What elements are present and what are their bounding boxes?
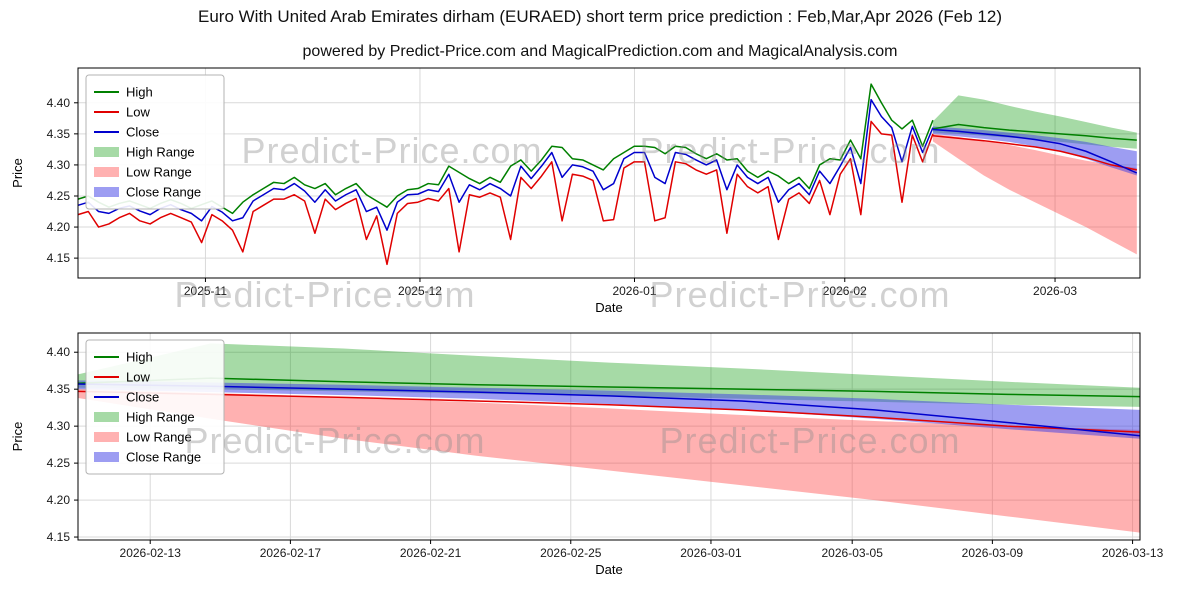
y-axis-label: Price (10, 158, 25, 188)
y-tick-label: 4.40 (47, 345, 71, 359)
y-tick-label: 4.15 (47, 251, 71, 265)
close-history-line (77, 98, 934, 231)
legend-label: Close (126, 125, 159, 140)
legend-swatch-low-range (94, 432, 119, 442)
low-history-line (77, 120, 934, 266)
x-tick-label: 2026-02-13 (120, 546, 182, 560)
y-tick-label: 4.40 (47, 96, 71, 110)
y-tick-label: 4.20 (47, 493, 71, 507)
y-tick-label: 4.25 (47, 189, 71, 203)
plot-border (77, 332, 1141, 541)
x-tick-label: 2025-11 (184, 284, 227, 298)
x-axis-label: Date (595, 300, 622, 315)
legend-swatch-close-range (94, 452, 119, 462)
x-tick-label: 2026-02-25 (540, 546, 602, 560)
legend-label: Low Range (126, 430, 192, 445)
legend-swatch-high-range (94, 412, 119, 422)
legend-swatch-high-range (94, 147, 119, 157)
x-tick-label: 2026-01 (612, 284, 656, 298)
x-tick-label: 2026-03-05 (822, 546, 884, 560)
x-tick-label: 2026-02 (823, 284, 867, 298)
low-range-band (932, 133, 1137, 255)
x-tick-label: 2026-03-13 (1102, 546, 1164, 560)
y-tick-label: 4.20 (47, 220, 71, 234)
legend-label: Low (126, 370, 150, 385)
y-tick-label: 4.30 (47, 419, 71, 433)
low-prediction-line (77, 390, 1141, 433)
legend-swatch-low-range (94, 167, 119, 177)
high-prediction-line (77, 377, 1141, 398)
legend-label: High (126, 350, 153, 365)
legend-label: High Range (126, 410, 195, 425)
page-title: Euro With United Arab Emirates dirham (E… (197, 7, 1003, 26)
x-tick-label: 2026-02-21 (400, 546, 462, 560)
x-axis-label: Date (595, 562, 622, 577)
low-range-band (78, 389, 1140, 533)
close-prediction-line (77, 383, 1141, 437)
close-prediction-line (932, 128, 1138, 174)
x-tick-label: 2026-02-17 (260, 546, 322, 560)
legend-box (85, 339, 225, 475)
legend-box (85, 74, 225, 210)
legend-swatch-close-range (94, 187, 119, 197)
legend-label: Low Range (126, 165, 192, 180)
y-tick-label: 4.15 (47, 530, 71, 544)
close-range-band (78, 380, 1140, 439)
prediction-detail-chart: 2026-02-13 2026-02-17 2026-02-21 2026-02-25… (10, 332, 1164, 577)
y-tick-label: 4.25 (47, 456, 71, 470)
plot-background (78, 333, 1140, 540)
y-tick-label: 4.30 (47, 158, 71, 172)
legend-label: Close Range (126, 185, 201, 200)
x-tick-label: 2026-03-01 (680, 546, 742, 560)
high-prediction-line (932, 123, 1137, 141)
legend-label: High (126, 85, 153, 100)
legend-label: Close Range (126, 450, 201, 465)
x-tick-label: 2026-03-09 (962, 546, 1024, 560)
x-tick-label: 2026-03 (1033, 284, 1077, 298)
x-tick-label: 2025-12 (398, 284, 442, 298)
y-tick-label: 4.35 (47, 382, 71, 396)
page-subtitle: powered by Predict-Price.com and Magical… (302, 43, 898, 60)
legend-label: High Range (126, 145, 195, 160)
close-range-band (932, 126, 1137, 176)
y-axis-label: Price (10, 422, 25, 452)
plot-border (77, 67, 1141, 279)
low-prediction-line (932, 134, 1137, 171)
legend-label: Close (126, 390, 159, 405)
legend-label: Low (126, 105, 150, 120)
price-history-and-prediction-chart: 2025-11 2025-12 2026-01 2026-02 2026-03 4.15 4… (10, 67, 1141, 315)
y-tick-label: 4.35 (47, 127, 71, 141)
